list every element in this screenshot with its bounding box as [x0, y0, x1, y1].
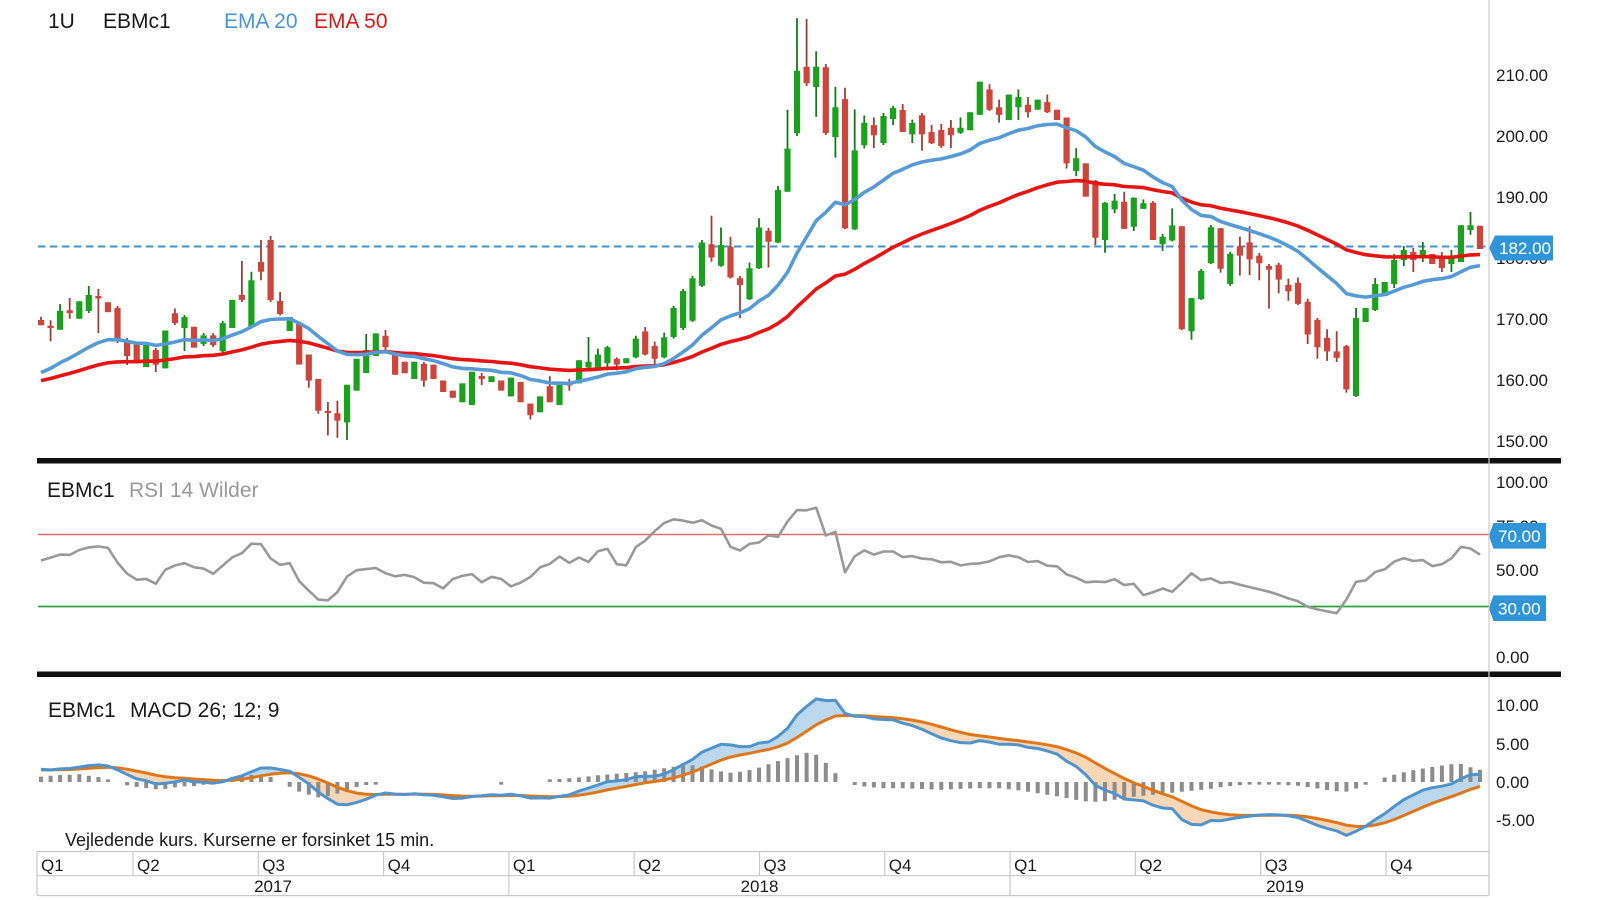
svg-text:10.00: 10.00 — [1496, 696, 1539, 715]
svg-text:70.00: 70.00 — [1498, 527, 1541, 546]
svg-text:EBMc1: EBMc1 — [48, 699, 116, 722]
svg-text:210.00: 210.00 — [1496, 66, 1548, 85]
svg-text:Q4: Q4 — [889, 856, 912, 875]
svg-text:EMA 20: EMA 20 — [224, 10, 298, 33]
svg-text:Vejledende kurs. Kurserne er f: Vejledende kurs. Kurserne er forsinket 1… — [65, 830, 434, 850]
svg-text:50.00: 50.00 — [1496, 561, 1539, 580]
svg-text:0.00: 0.00 — [1496, 773, 1529, 792]
svg-text:182.00: 182.00 — [1499, 239, 1551, 258]
svg-text:190.00: 190.00 — [1496, 188, 1548, 207]
svg-text:Q2: Q2 — [1139, 856, 1162, 875]
svg-text:2017: 2017 — [254, 877, 292, 896]
svg-text:2018: 2018 — [741, 877, 779, 896]
svg-text:30.00: 30.00 — [1498, 599, 1541, 618]
svg-text:Q4: Q4 — [1390, 856, 1413, 875]
svg-text:0.00: 0.00 — [1496, 648, 1529, 667]
svg-text:-5.00: -5.00 — [1496, 811, 1535, 830]
svg-text:EMA 50: EMA 50 — [314, 10, 388, 33]
svg-text:Q1: Q1 — [513, 856, 536, 875]
svg-text:1U: 1U — [48, 10, 75, 33]
svg-text:Q2: Q2 — [638, 856, 661, 875]
svg-text:Q1: Q1 — [1014, 856, 1037, 875]
svg-text:Q2: Q2 — [137, 856, 160, 875]
svg-text:200.00: 200.00 — [1496, 127, 1548, 146]
svg-text:Q3: Q3 — [1265, 856, 1288, 875]
svg-text:170.00: 170.00 — [1496, 310, 1548, 329]
svg-text:RSI 14 Wilder: RSI 14 Wilder — [129, 479, 259, 502]
svg-text:2019: 2019 — [1266, 877, 1304, 896]
svg-text:160.00: 160.00 — [1496, 371, 1548, 390]
svg-text:100.00: 100.00 — [1496, 473, 1548, 492]
svg-text:EBMc1: EBMc1 — [47, 479, 115, 502]
svg-text:5.00: 5.00 — [1496, 735, 1529, 754]
svg-text:MACD 26; 12; 9: MACD 26; 12; 9 — [130, 699, 279, 722]
svg-text:Q3: Q3 — [262, 856, 285, 875]
svg-text:Q3: Q3 — [764, 856, 787, 875]
svg-text:Q4: Q4 — [388, 856, 411, 875]
svg-text:Q1: Q1 — [41, 856, 64, 875]
svg-text:EBMc1: EBMc1 — [103, 10, 171, 33]
svg-text:150.00: 150.00 — [1496, 432, 1548, 451]
